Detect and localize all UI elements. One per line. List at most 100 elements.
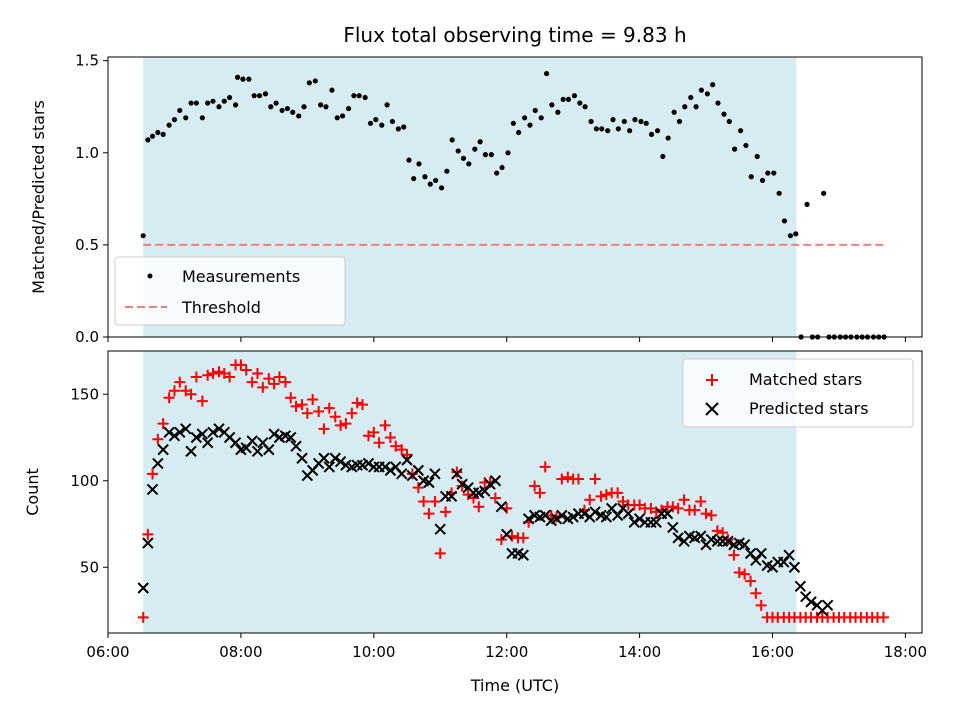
- predicted-stars-point: [484, 478, 496, 490]
- matched-stars-point: [695, 496, 707, 508]
- measurements-point: [339, 113, 346, 119]
- matched-stars-point: [473, 501, 485, 513]
- matched-stars-point: [539, 461, 551, 473]
- measurements-point: [522, 115, 528, 121]
- measurements-point: [565, 96, 572, 102]
- predicted-stars-point: [805, 596, 817, 608]
- predicted-stars-point: [329, 452, 341, 464]
- predicted-stars-point: [251, 445, 264, 458]
- matched-stars-point: [467, 492, 479, 504]
- measurements-point: [427, 181, 433, 187]
- bottom-xtick-label: 18:00: [884, 643, 927, 661]
- measurements-point: [406, 157, 412, 163]
- measurements-point: [367, 120, 374, 126]
- top-legend-box: [114, 256, 346, 326]
- measurements-point: [737, 128, 744, 134]
- matched-stars-point: [152, 433, 164, 445]
- measurements-point: [301, 104, 307, 110]
- measurements-point: [632, 117, 638, 123]
- legend-label-matched-stars: Matched stars: [749, 370, 862, 389]
- predicted-stars-point: [429, 468, 441, 480]
- predicted-stars-point: [323, 461, 335, 473]
- predicted-stars-point: [290, 440, 302, 452]
- predicted-stars-point: [246, 435, 258, 447]
- measurements-point: [527, 122, 533, 128]
- matched-stars-point: [711, 525, 723, 537]
- matched-stars-point: [190, 371, 202, 383]
- predicted-stars-point: [174, 426, 186, 439]
- measurements-point: [210, 98, 216, 104]
- matched-stars-point: [340, 418, 352, 430]
- legend-marker-predicted-stars: [705, 402, 719, 416]
- matched-stars-point: [728, 549, 740, 561]
- measurements-point: [543, 70, 550, 77]
- matched-stars-point: [379, 419, 391, 431]
- legend-marker-matched-stars: [706, 374, 718, 386]
- matched-stars-point: [279, 376, 291, 388]
- measurements-point: [710, 82, 716, 88]
- predicted-stars-point: [667, 521, 679, 534]
- predicted-stars-point: [522, 513, 535, 525]
- measurements-point: [416, 161, 422, 167]
- measurements-point: [610, 117, 616, 123]
- measurements-point: [166, 122, 172, 128]
- predicted-stars-point: [142, 537, 154, 549]
- measurements-point: [227, 94, 233, 101]
- measurements-point: [821, 190, 827, 196]
- measurements-point: [188, 100, 194, 106]
- matched-stars-point: [246, 376, 258, 388]
- matched-stars-point: [750, 587, 762, 599]
- measurements-point: [262, 91, 269, 97]
- bottom-axis-ticks: 06:00 08:00 10:00 12:00 14:00 16:00 18:00 50 100…: [70, 385, 927, 661]
- measurements-point: [432, 177, 439, 184]
- matched-stars-point: [589, 473, 601, 485]
- measurements-point: [787, 233, 794, 239]
- bottom-xtick-label: 10:00: [352, 643, 395, 661]
- measurements-point: [693, 104, 699, 110]
- measurements-point: [599, 126, 605, 132]
- chart-title: Flux total observing time = 9.83 h: [343, 23, 686, 47]
- matched-stars-point: [600, 489, 612, 501]
- measurements-point: [743, 142, 749, 149]
- measurements-point: [155, 129, 161, 136]
- matched-stars-point: [301, 407, 313, 419]
- measurements-point: [356, 93, 362, 99]
- matched-stars-point: [401, 449, 413, 461]
- measurements-point: [140, 233, 146, 239]
- predicted-stars-point: [207, 426, 219, 439]
- predicted-stars-point: [137, 582, 149, 594]
- bottom-ytick-label: 150: [70, 385, 99, 403]
- predicted-stars-point: [196, 428, 209, 440]
- matched-stars-point: [440, 506, 452, 518]
- measurements-point: [177, 107, 183, 114]
- matched-stars-point: [307, 393, 319, 405]
- top-plot-marks: [140, 70, 887, 340]
- measurements-point: [395, 126, 401, 132]
- measurements-point: [449, 137, 455, 143]
- matched-stars-point: [739, 568, 751, 580]
- matched-stars-point: [213, 366, 225, 378]
- matched-stars-point: [678, 494, 690, 506]
- matched-stars-point: [185, 388, 197, 400]
- matched-stars-point: [595, 490, 607, 502]
- measurements-point: [422, 174, 428, 180]
- predicted-stars-point: [589, 506, 601, 518]
- measurements-point: [312, 78, 318, 84]
- matched-stars-point: [434, 547, 446, 559]
- predicted-stars-point: [489, 475, 502, 487]
- measurements-point: [505, 150, 511, 156]
- top-ylabel: Matched/Predicted stars: [29, 100, 48, 294]
- predicted-stars-point: [362, 457, 375, 470]
- matched-stars-point: [168, 385, 180, 397]
- measurements-point: [781, 218, 788, 224]
- bottom-xtick-label: 08:00: [219, 643, 262, 661]
- measurements-point: [804, 201, 810, 207]
- measurements-point: [593, 126, 600, 132]
- predicted-stars-point: [334, 456, 347, 468]
- measurements-point: [682, 104, 688, 110]
- predicted-stars-point: [412, 464, 425, 477]
- matched-stars-point: [224, 371, 236, 383]
- measurements-point: [754, 153, 760, 160]
- legend-marker-measurements: [147, 273, 153, 279]
- measurements-point: [329, 87, 335, 93]
